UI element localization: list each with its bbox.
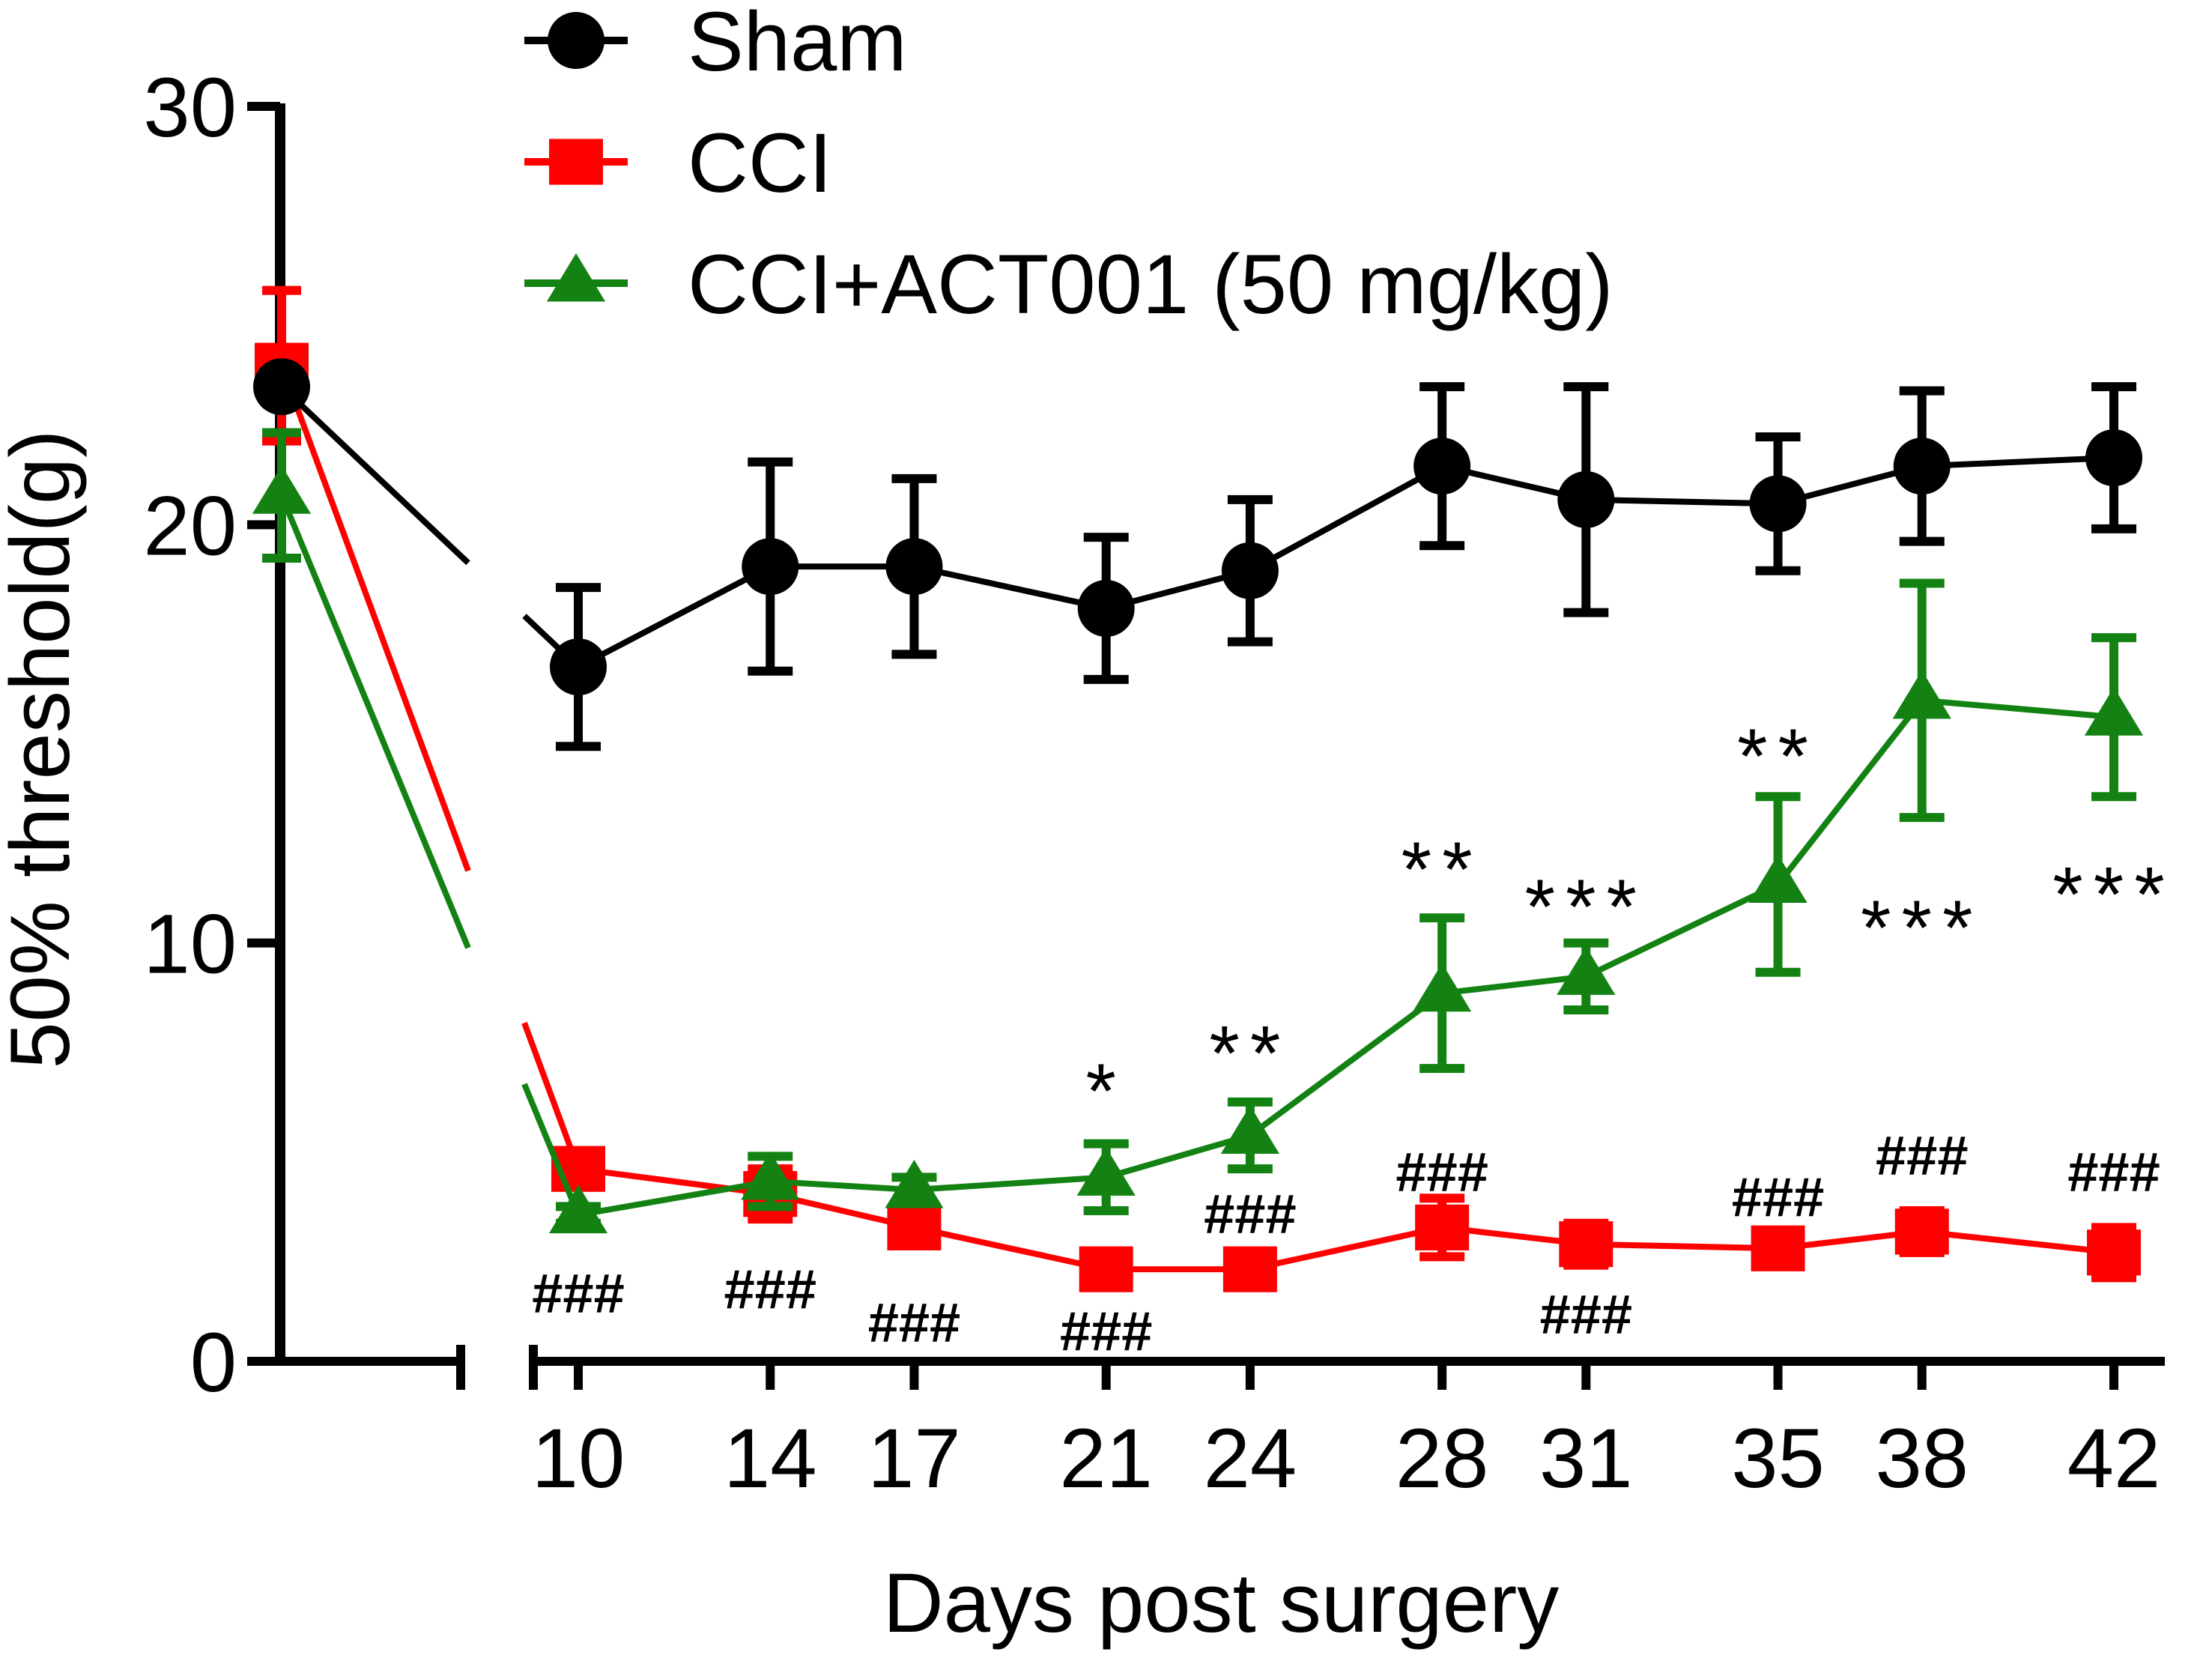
significance-hash-label: ### xyxy=(1060,1300,1152,1362)
data-point xyxy=(1220,1105,1279,1155)
significance-hash-label: ### xyxy=(868,1292,960,1354)
significance-star-label: ** xyxy=(1209,1011,1291,1098)
x-tick-label: 17 xyxy=(867,1412,961,1505)
significance-hash-label: ### xyxy=(1540,1283,1632,1346)
series-cci-act001-50-mg-kg- xyxy=(252,428,2144,1234)
y-tick-label: 20 xyxy=(143,479,237,572)
data-point xyxy=(1894,1208,1949,1255)
x-tick-label: 42 xyxy=(2067,1412,2161,1505)
legend-marker xyxy=(548,12,604,69)
baseline-connector xyxy=(521,1021,581,1170)
baseline-point xyxy=(253,358,310,416)
significance-star-label: * xyxy=(1085,1048,1126,1135)
data-point xyxy=(1415,1204,1470,1250)
data-point xyxy=(1222,1246,1277,1292)
data-point xyxy=(2087,1229,2141,1276)
data-point xyxy=(1559,1221,1613,1268)
significance-hash-label: ### xyxy=(2067,1141,2160,1203)
significance-star-label: ** xyxy=(1402,826,1483,913)
x-tick-label: 14 xyxy=(724,1412,817,1505)
x-tick-label: 35 xyxy=(1731,1412,1825,1505)
legend-label: CCI+ACT001 (50 mg/kg) xyxy=(688,238,1613,331)
baseline-connector xyxy=(279,384,470,566)
baseline-connector xyxy=(521,1083,581,1217)
data-point xyxy=(1893,438,1951,495)
y-axis-title: 50% threshold(g) xyxy=(0,430,87,1069)
legend-label: Sham xyxy=(688,0,907,88)
data-point xyxy=(885,538,943,596)
legend-marker xyxy=(549,139,603,185)
data-point xyxy=(1749,475,1807,533)
y-tick-label: 10 xyxy=(143,898,237,991)
significance-hash-label: ### xyxy=(1876,1125,1968,1187)
significance-hash-label: ### xyxy=(1204,1183,1296,1245)
baseline-connector xyxy=(279,494,471,949)
data-point xyxy=(1221,542,1279,599)
data-point xyxy=(1413,438,1471,495)
axes: 0 10 20 30 10 14 17 21 24 28 31 35 38 42 xyxy=(143,61,2165,1505)
series-cci xyxy=(255,285,2141,1292)
significance-hash-label: ### xyxy=(532,1262,624,1325)
significance-star-label: *** xyxy=(2052,851,2175,938)
data-point xyxy=(742,538,799,596)
x-axis-title: Days post surgery xyxy=(883,1556,1560,1650)
series-line xyxy=(578,697,2115,1218)
data-point xyxy=(1557,946,1616,995)
x-tick-label: 31 xyxy=(1539,1412,1633,1505)
x-tick-label: 38 xyxy=(1875,1412,1969,1505)
significance-star-label: *** xyxy=(1525,864,1647,951)
significance-star-label: *** xyxy=(1861,885,1983,972)
data-point xyxy=(2084,687,2144,736)
data-point xyxy=(1748,854,1808,904)
data-point xyxy=(1413,963,1472,1012)
x-tick-label: 28 xyxy=(1396,1412,1489,1505)
series-line xyxy=(577,455,2115,670)
series-layer xyxy=(252,285,2144,1292)
significance-hash-label: ### xyxy=(1396,1141,1488,1203)
baseline-point xyxy=(252,465,312,514)
x-tick-label: 10 xyxy=(532,1412,625,1505)
y-tick-label: 30 xyxy=(143,61,237,154)
x-tick-label: 24 xyxy=(1204,1412,1297,1505)
data-point xyxy=(1892,670,1951,719)
data-point xyxy=(741,1151,800,1200)
series-sham xyxy=(253,358,2142,751)
data-point xyxy=(887,1204,942,1250)
legend-marker xyxy=(546,252,606,302)
data-point xyxy=(885,1160,944,1208)
legend: Sham CCI CCI+ACT001 (50 mg/kg) xyxy=(524,0,1613,331)
data-point xyxy=(550,638,607,696)
significance-star-label: ** xyxy=(1737,713,1819,800)
data-point xyxy=(1076,1147,1136,1196)
y-tick-label: 0 xyxy=(190,1316,237,1409)
data-point xyxy=(1077,580,1135,637)
x-tick-label: 21 xyxy=(1059,1412,1153,1505)
data-point xyxy=(1751,1225,1805,1271)
data-point xyxy=(1557,471,1615,528)
legend-label: CCI xyxy=(688,116,832,210)
data-point xyxy=(2085,429,2142,486)
data-point xyxy=(1079,1246,1133,1292)
significance-annotations: ### ###### ################## ###* **** *****… xyxy=(532,713,2175,1362)
series-line xyxy=(578,1166,2115,1273)
baseline-connector xyxy=(279,364,471,872)
data-point xyxy=(548,1185,608,1234)
significance-hash-label: ### xyxy=(724,1259,816,1321)
significance-hash-label: ### xyxy=(1732,1167,1824,1229)
